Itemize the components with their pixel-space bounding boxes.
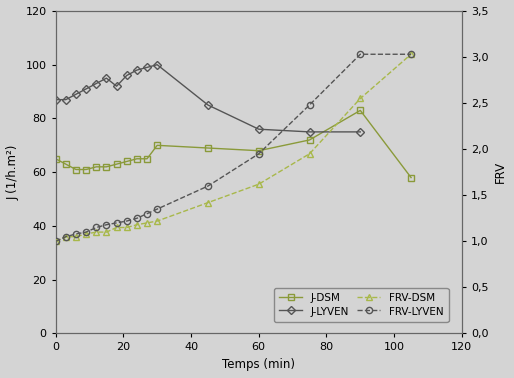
J-LYVEN [154, 62, 160, 67]
J-LYVEN [205, 103, 211, 107]
FRV-DSM [114, 225, 120, 230]
FRV-LYVEN [144, 211, 150, 216]
FRV-LYVEN [124, 219, 130, 223]
J-DSM [63, 162, 69, 166]
J-DSM [408, 175, 414, 180]
FRV-DSM [205, 200, 211, 205]
FRV-LYVEN [63, 234, 69, 239]
J-LYVEN [124, 73, 130, 78]
FRV-LYVEN [255, 152, 262, 156]
J-DSM [154, 143, 160, 147]
J-DSM [134, 156, 140, 161]
J-DSM [114, 162, 120, 166]
J-LYVEN [83, 87, 89, 91]
X-axis label: Temps (min): Temps (min) [222, 358, 295, 371]
J-LYVEN [103, 76, 109, 81]
J-DSM [306, 138, 313, 142]
J-LYVEN [255, 127, 262, 132]
Y-axis label: J (1/h.m²): J (1/h.m²) [7, 144, 20, 200]
J-DSM [83, 167, 89, 172]
J-LYVEN [357, 130, 363, 134]
FRV-LYVEN [408, 52, 414, 57]
J-DSM [205, 146, 211, 150]
FRV-DSM [52, 239, 59, 243]
Line: J-DSM: J-DSM [52, 107, 414, 181]
FRV-DSM [357, 96, 363, 101]
FRV-LYVEN [205, 184, 211, 188]
FRV-DSM [93, 230, 99, 234]
FRV-LYVEN [73, 232, 79, 236]
J-LYVEN [52, 98, 59, 102]
FRV-LYVEN [52, 239, 59, 243]
J-DSM [255, 149, 262, 153]
J-LYVEN [144, 65, 150, 70]
FRV-DSM [63, 234, 69, 239]
FRV-LYVEN [357, 52, 363, 57]
J-DSM [103, 164, 109, 169]
Line: J-LYVEN: J-LYVEN [52, 62, 363, 135]
FRV-LYVEN [306, 103, 313, 107]
Line: FRV-DSM: FRV-DSM [52, 51, 414, 245]
FRV-DSM [144, 221, 150, 225]
J-DSM [93, 164, 99, 169]
Y-axis label: FRV: FRV [494, 161, 507, 183]
J-LYVEN [134, 68, 140, 72]
FRV-LYVEN [83, 230, 89, 234]
J-LYVEN [306, 130, 313, 134]
J-DSM [124, 159, 130, 164]
FRV-LYVEN [114, 221, 120, 225]
J-LYVEN [93, 81, 99, 86]
FRV-DSM [134, 223, 140, 227]
J-DSM [357, 108, 363, 113]
FRV-DSM [306, 152, 313, 156]
J-DSM [144, 156, 150, 161]
FRV-DSM [124, 225, 130, 230]
Line: FRV-LYVEN: FRV-LYVEN [52, 51, 414, 245]
FRV-DSM [154, 219, 160, 223]
FRV-DSM [408, 52, 414, 57]
FRV-DSM [83, 232, 89, 236]
FRV-LYVEN [93, 225, 99, 230]
Legend: J-DSM, J-LYVEN, FRV-DSM, FRV-LYVEN: J-DSM, J-LYVEN, FRV-DSM, FRV-LYVEN [274, 288, 449, 322]
FRV-LYVEN [154, 207, 160, 211]
FRV-LYVEN [134, 216, 140, 220]
J-DSM [73, 167, 79, 172]
FRV-DSM [103, 230, 109, 234]
FRV-DSM [255, 182, 262, 186]
FRV-LYVEN [103, 223, 109, 227]
FRV-DSM [73, 234, 79, 239]
J-DSM [52, 156, 59, 161]
J-LYVEN [114, 84, 120, 88]
J-LYVEN [73, 92, 79, 96]
J-LYVEN [63, 98, 69, 102]
